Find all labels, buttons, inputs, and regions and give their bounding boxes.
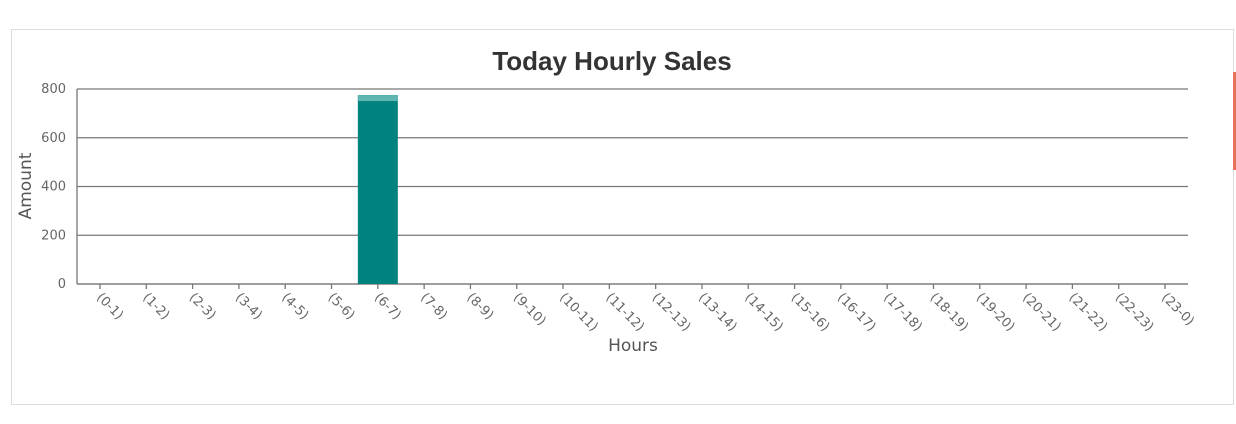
x-axis-label: Hours (608, 336, 658, 356)
x-tick-label: (8-9) (464, 290, 497, 323)
x-tick-label: (22-23) (1112, 290, 1156, 334)
x-tick-label: (12-13) (649, 290, 693, 334)
x-tick-label: (2-3) (186, 290, 219, 323)
y-tick-label: 200 (41, 228, 66, 243)
x-tick-label: (1-2) (139, 290, 172, 323)
x-tick-label: (6-7) (371, 290, 404, 323)
side-tab[interactable] (1233, 72, 1236, 170)
x-tick-label: (16-17) (834, 290, 878, 334)
y-tick-label: 600 (41, 131, 66, 146)
x-tick-label: (4-5) (278, 290, 311, 323)
x-tick-label: (7-8) (417, 290, 450, 323)
bar-rect[interactable] (357, 95, 398, 284)
x-tick-label: (5-6) (325, 290, 358, 323)
chart-panel (11, 29, 1234, 405)
bar[interactable] (357, 95, 398, 284)
y-tick-label: 800 (41, 82, 66, 97)
x-tick-label: (17-18) (880, 290, 924, 334)
x-tick-label: (23-0) (1158, 290, 1197, 329)
x-tick-label: (11-12) (603, 290, 647, 334)
bars (357, 95, 398, 284)
x-tick-label: (10-11) (556, 290, 600, 334)
x-tick-label: (19-20) (973, 290, 1017, 334)
x-tick-label: (20-21) (1019, 290, 1063, 334)
x-tick-label: (0-1) (93, 290, 126, 323)
x-tick-label: (21-22) (1066, 290, 1110, 334)
y-axis-ticks: 0 200 400 600 800 (41, 82, 66, 292)
x-tick-label: (3-4) (232, 290, 265, 323)
y-tick-label: 400 (41, 180, 66, 195)
x-tick-label: (15-16) (788, 290, 832, 334)
x-tick-label: (18-19) (927, 290, 971, 334)
chart-title: Today Hourly Sales (492, 46, 731, 76)
y-axis-label: Amount (16, 152, 36, 219)
x-axis-ticks: (0-1) (1-2) (2-3) (3-4) (4-5) (5-6) (6-7) (7-8)… (93, 284, 1197, 335)
grid-lines (76, 88, 1188, 285)
x-tick-label: (14-15) (741, 290, 785, 334)
x-tick-label: (13-14) (695, 290, 739, 334)
x-tick-label: (9-10) (510, 290, 549, 329)
bar-cap (357, 95, 398, 102)
y-tick-label: 0 (58, 277, 66, 292)
